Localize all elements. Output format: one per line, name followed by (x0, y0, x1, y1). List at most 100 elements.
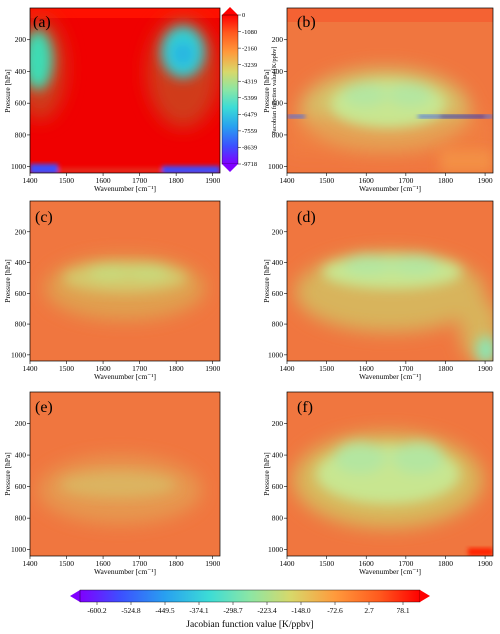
x-tick-label: 1700 (132, 559, 147, 568)
y-tick-label: 400 (15, 67, 27, 76)
y-tick-label: 400 (15, 451, 27, 460)
y-tick-label: 1000 (268, 350, 283, 359)
y-tick-label: 800 (272, 320, 284, 329)
y-axis-label-e: Pressure [hPa] (3, 452, 12, 496)
x-tick-label: 1600 (359, 559, 374, 568)
x-axis-label-f: Wavenumber [cm⁻¹] (359, 567, 421, 576)
x-tick-label: 1800 (169, 364, 184, 373)
panel-label-c: (c) (35, 209, 53, 226)
y-ticks-d: 200 400 600 800 1000 (268, 227, 287, 359)
x-tick-label: 1400 (23, 364, 38, 373)
colorbar-a-tick-label: -6479 (242, 112, 257, 119)
y-tick-label: 800 (15, 514, 27, 523)
shared-colorbar-label: Jacobian function value [K/ppbv] (186, 619, 313, 630)
colorbar-a-tick-label: -2160 (242, 45, 257, 52)
x-tick-label: 1800 (438, 364, 453, 373)
x-tick-label: 1500 (59, 176, 74, 185)
y-tick-label: 600 (15, 482, 27, 491)
heatmap-b (287, 8, 493, 173)
y-ticks-b: 200 400 600 800 1000 (268, 35, 287, 171)
x-axis-label-d: Wavenumber [cm⁻¹] (359, 372, 421, 381)
y-ticks-a: 200 400 600 800 1000 (11, 35, 30, 171)
y-tick-label: 200 (15, 227, 27, 236)
shared-colorbar-tick-label: -298.7 (223, 606, 243, 615)
x-tick-label: 1700 (398, 559, 413, 568)
x-tick-label: 1500 (319, 559, 334, 568)
shared-colorbar-tick-label: -223.4 (257, 606, 277, 615)
colorbar-a-tick-label: -7559 (242, 128, 257, 135)
y-tick-label: 400 (272, 67, 284, 76)
colorbar-a-tick-label: -5399 (242, 95, 257, 102)
x-tick-label: 1700 (398, 364, 413, 373)
x-tick-label: 1500 (319, 364, 334, 373)
shared-colorbar-tick-label: -600.2 (87, 606, 107, 615)
shared-colorbar-extend-left (70, 590, 80, 602)
heatmap-f (287, 392, 493, 556)
panel-c: (c) 1400 1500 1600 1700 1800 1900 200 400 600 80… (3, 200, 220, 381)
shared-colorbar-tick-label: -374.1 (189, 606, 209, 615)
y-ticks-e: 200 400 600 800 1000 (11, 419, 30, 554)
y-tick-label: 800 (272, 130, 284, 139)
colorbar-a-tick-label: -4319 (242, 78, 257, 85)
x-tick-label: 1900 (205, 364, 220, 373)
shared-colorbar-tick-label: 2.7 (364, 606, 374, 615)
y-tick-label: 400 (15, 258, 27, 267)
y-tick-label: 600 (15, 99, 27, 108)
panel-b: (b) 1400 1500 1600 1700 1800 1900 200 400 600 80… (262, 7, 494, 193)
x-tick-label: 1400 (280, 176, 295, 185)
x-tick-label: 1700 (398, 176, 413, 185)
x-axis-label-c: Wavenumber [cm⁻¹] (94, 372, 156, 381)
y-tick-label: 1000 (268, 545, 283, 554)
y-tick-label: 200 (272, 227, 284, 236)
x-tick-label: 1600 (359, 364, 374, 373)
y-tick-label: 200 (15, 419, 27, 428)
panel-a: (a) 1400 1500 1600 1700 1800 1900 200 400 600 80… (3, 7, 278, 193)
shared-colorbar: -600.2 -524.8 -449.5 -374.1 -298.7 -223.4 -148… (70, 589, 430, 630)
x-tick-label: 1400 (23, 559, 38, 568)
panel-label-f: (f) (297, 399, 313, 416)
shared-colorbar-tick-label: -72.6 (327, 606, 343, 615)
x-tick-label: 1900 (478, 364, 493, 373)
y-tick-label: 200 (272, 35, 284, 44)
y-tick-label: 800 (15, 130, 27, 139)
x-tick-label: 1900 (478, 176, 493, 185)
x-axis-label-a: Wavenumber [cm⁻¹] (94, 184, 156, 193)
y-tick-label: 1000 (11, 350, 26, 359)
y-axis-label-f: Pressure [hPa] (262, 452, 271, 496)
x-tick-label: 1800 (169, 176, 184, 185)
x-tick-label: 1900 (205, 176, 220, 185)
x-tick-label: 1500 (59, 559, 74, 568)
heatmap-a (30, 8, 220, 173)
y-ticks-c: 200 400 600 800 1000 (11, 227, 30, 359)
y-axis-label-d: Pressure [hPa] (262, 259, 271, 303)
x-tick-label: 1400 (280, 559, 295, 568)
x-axis-label-e: Wavenumber [cm⁻¹] (94, 567, 156, 576)
colorbar-a-tick-label: -3239 (242, 62, 257, 69)
x-tick-label: 1500 (319, 176, 334, 185)
colorbar-a-label: Jacobian function value [K/ppbv] (271, 46, 278, 133)
y-tick-label: 1000 (11, 545, 26, 554)
x-tick-label: 1800 (438, 559, 453, 568)
x-tick-label: 1400 (23, 176, 38, 185)
x-ticks-b: 1400 1500 1600 1700 1800 1900 (280, 173, 493, 185)
panel-d: (d) 1400 1500 1600 1700 1800 1900 200 400 600 80… (262, 200, 494, 381)
colorbar-a-tick-label: -9718 (242, 161, 257, 168)
x-tick-label: 1800 (169, 559, 184, 568)
y-tick-label: 600 (272, 289, 284, 298)
panel-e: (e) 1400 1500 1600 1700 1800 1900 200 400 600 80… (3, 391, 220, 576)
y-axis-label-b: Pressure [hPa] (262, 69, 271, 113)
y-axis-label-c: Pressure [hPa] (3, 259, 12, 303)
panel-label-b: (b) (297, 14, 316, 31)
x-ticks-e: 1400 1500 1600 1700 1800 1900 (23, 556, 220, 568)
y-tick-label: 400 (272, 258, 284, 267)
colorbar-a-bar (221, 14, 239, 165)
shared-colorbar-tick-label: -148.0 (291, 606, 311, 615)
colorbar-a-extend-top (222, 7, 238, 15)
x-tick-label: 1600 (96, 559, 111, 568)
shared-colorbar-tick-label: -524.8 (121, 606, 141, 615)
x-tick-label: 1600 (359, 176, 374, 185)
shared-colorbar-ticks: -600.2 -524.8 -449.5 -374.1 -298.7 -223.4 -148… (87, 602, 410, 615)
shared-colorbar-bar (79, 589, 421, 603)
colorbar-a-ticks: 0 -1080 -2160 -3239 -4319 -5399 -6479 -7559 -863… (238, 12, 257, 168)
